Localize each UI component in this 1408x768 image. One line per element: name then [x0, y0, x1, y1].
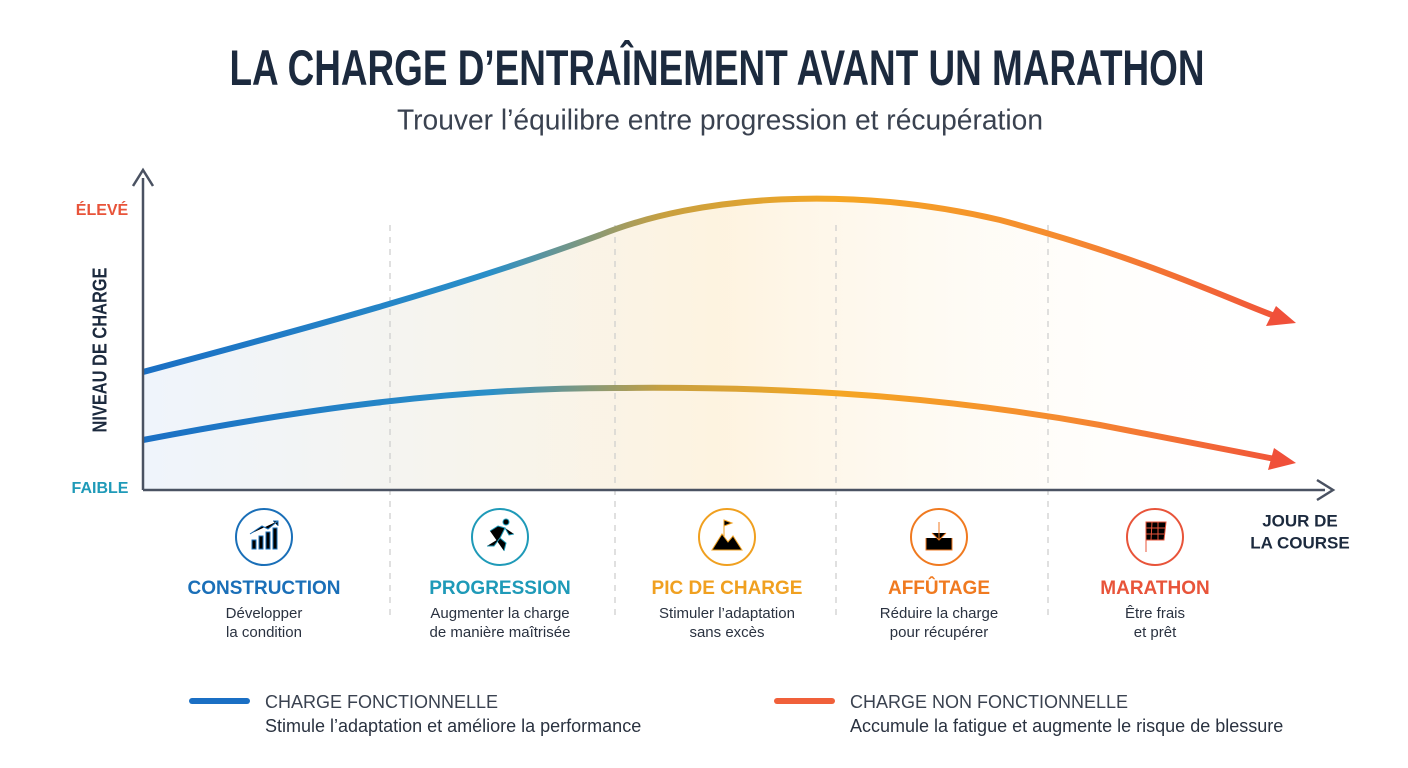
phase-icon-circle	[698, 508, 756, 566]
phase-description: Être frais	[1125, 605, 1185, 622]
phase-title: MARATHON	[1100, 578, 1209, 599]
phase-dividers	[389, 225, 1049, 620]
upper-curve	[142, 195, 1282, 375]
phase-icon-circle	[1126, 508, 1184, 566]
phase-title: PIC DE CHARGE	[652, 578, 803, 599]
phase-description: sans excès	[689, 624, 764, 641]
x-axis-label: JOUR DE	[1262, 511, 1338, 530]
phase-icon-circle	[910, 508, 968, 566]
phase-description: Augmenter la charge	[430, 605, 569, 622]
icon	[925, 522, 953, 551]
phase-description: la condition	[226, 624, 302, 641]
phase-description: et prêt	[1134, 624, 1177, 641]
title: LA CHARGE D’ENTRAÎNEMENT AVANT UN MARATH…	[230, 40, 1205, 96]
phase-icon-circle	[235, 508, 293, 566]
y-axis-label: NIVEAU DE CHARGE	[89, 268, 111, 433]
y-high: ÉLEVÉ	[76, 200, 129, 219]
legend-description: Accumule la fatigue et augmente le risqu…	[850, 716, 1283, 736]
icon	[249, 520, 279, 550]
arrow	[1266, 306, 1296, 326]
phase-description: de manière maîtrisée	[430, 624, 571, 641]
legend-label: CHARGE FONCTIONNELLE	[265, 692, 498, 712]
arrow	[1268, 448, 1296, 470]
legend-label: CHARGE NON FONCTIONNELLE	[850, 692, 1128, 712]
phase-icon-circle	[471, 508, 529, 566]
phase-description: Stimuler l’adaptation	[659, 605, 795, 622]
icon	[711, 519, 743, 551]
icon	[487, 518, 515, 552]
phase-title: CONSTRUCTION	[187, 578, 340, 599]
legend-description: Stimule l’adaptation et améliore la perf…	[265, 716, 641, 736]
x-axis-label: LA COURSE	[1250, 533, 1350, 552]
phase-title: AFFÛTAGE	[888, 577, 990, 599]
phase-title: PROGRESSION	[429, 578, 570, 599]
phase-description: pour récupérer	[890, 624, 988, 641]
axes	[131, 167, 1336, 502]
y-low: FAIBLE	[72, 480, 129, 497]
lower-curve	[142, 384, 1281, 463]
area	[143, 198, 1290, 490]
subtitle: Trouver l’équilibre entre progression et…	[397, 105, 1043, 137]
phase-description: Développer	[226, 605, 303, 622]
icon	[1145, 521, 1167, 552]
phase-description: Réduire la charge	[880, 605, 998, 622]
